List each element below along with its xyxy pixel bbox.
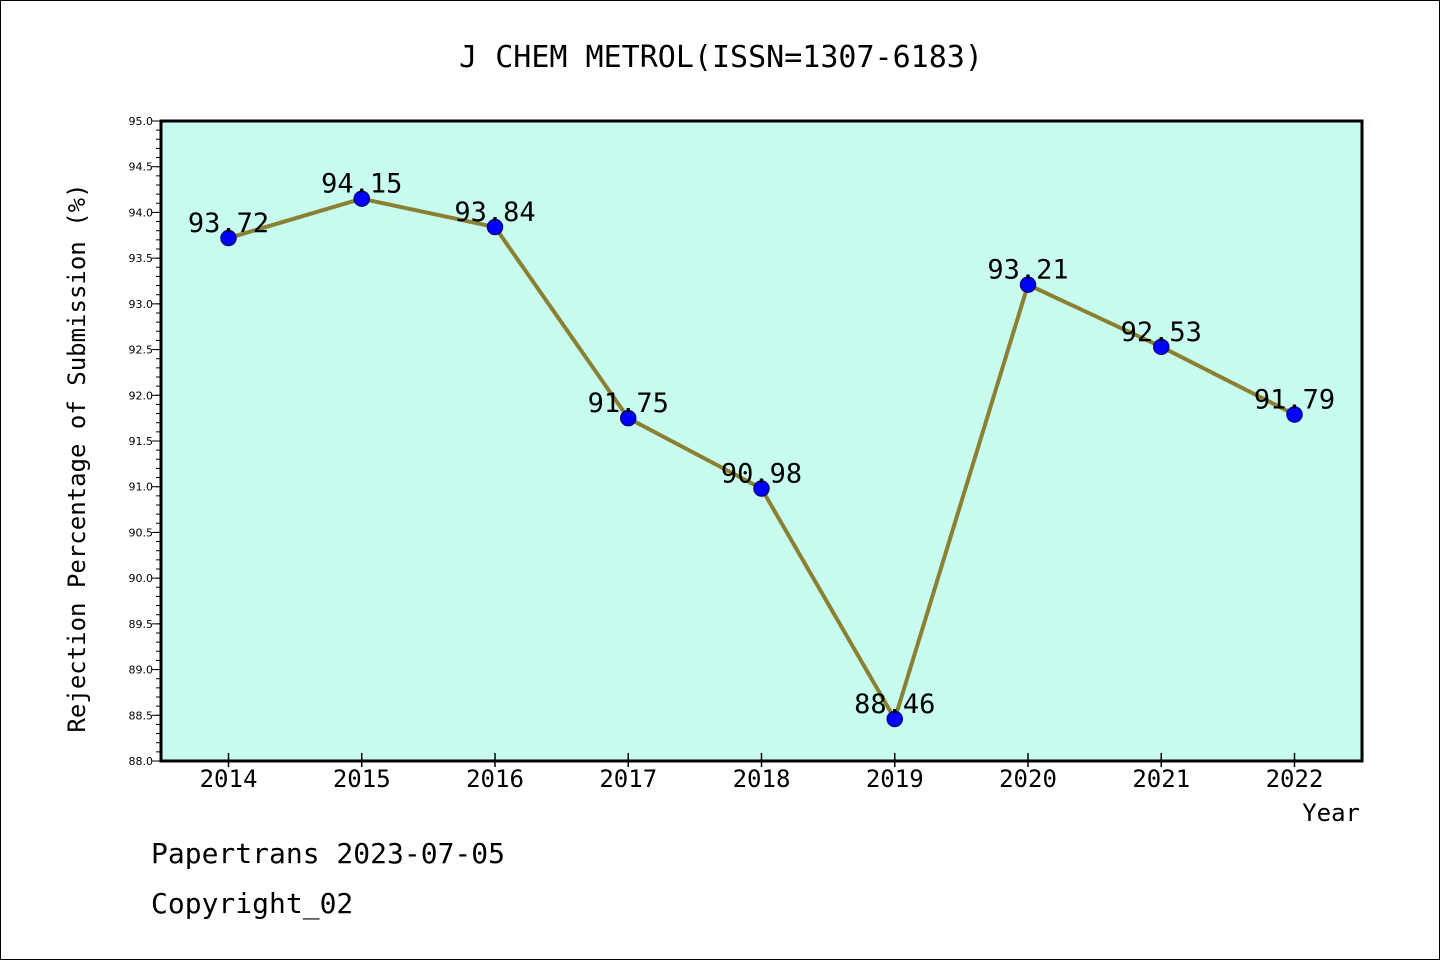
data-label-2014: 93.72	[188, 208, 269, 239]
data-point-2020	[1019, 276, 1037, 293]
x-tick-label: 2017	[599, 765, 657, 793]
data-point-2015	[353, 190, 370, 207]
data-point-2018	[753, 480, 770, 497]
y-tick-label: 91.5	[129, 435, 154, 448]
y-tick-label: 89.0	[129, 664, 154, 677]
data-point-2022	[1286, 406, 1303, 423]
x-tick-label: 2018	[733, 765, 791, 793]
y-tick-label: 93.0	[129, 298, 154, 311]
x-tick-label: 2022	[1266, 765, 1324, 793]
y-tick-label: 88.0	[129, 755, 154, 768]
x-tick-label: 2014	[200, 765, 258, 793]
data-labels: 93.72 94.15 93.84 91.75 90.98 88.46 93.21 92.53…	[188, 169, 1335, 720]
plot-area	[161, 121, 1362, 761]
y-tick-label: 89.5	[129, 618, 154, 631]
data-label-2016: 93.84	[454, 197, 535, 228]
y-tick-label: 94.0	[129, 206, 154, 219]
data-label-2018: 90.98	[721, 459, 802, 490]
data-label-2022: 91.79	[1254, 384, 1335, 415]
x-axis: 2014 2015 2016 2017 2018 2019 2020 2021 2022	[200, 753, 1324, 793]
y-tick-label: 92.5	[129, 344, 154, 357]
y-tick-label: 90.0	[129, 572, 154, 585]
plot-border	[159, 119, 1364, 763]
y-tick-label: 91.0	[129, 481, 154, 494]
footer-copyright: Copyright_02	[151, 887, 354, 920]
x-axis-label: Year	[1302, 799, 1360, 827]
data-point-2017	[620, 409, 637, 427]
data-label-2021: 92.53	[1121, 317, 1202, 348]
y-axis: 88.0 88.5 89.0 89.5 90.0 90.5 91.0 91.5 92.0 92.5…	[129, 115, 161, 768]
data-label-2019: 88.46	[854, 689, 935, 720]
y-tick-label: 88.5	[129, 709, 154, 722]
chart-title: J CHEM METROL(ISSN=1307-6183)	[459, 40, 983, 75]
x-tick-label: 2019	[866, 765, 924, 793]
y-axis-label: Rejection Percentage of Submission (%)	[63, 183, 91, 732]
y-tick-label: 93.5	[129, 252, 154, 265]
y-tick-label: 92.0	[129, 389, 154, 402]
series-markers	[220, 190, 1303, 728]
x-tick-label: 2021	[1132, 765, 1190, 793]
data-label-2020: 93.21	[987, 255, 1068, 286]
x-tick-label: 2016	[466, 765, 524, 793]
y-tick-label: 95.0	[129, 115, 154, 128]
footer-publisher-date: Papertrans 2023-07-05	[151, 837, 506, 870]
x-tick-label: 2015	[333, 765, 391, 793]
y-tick-label: 90.5	[129, 526, 154, 539]
data-point-2014	[220, 229, 237, 247]
data-label-2015: 94.15	[321, 169, 402, 200]
data-point-2019	[886, 710, 903, 728]
y-tick-label: 94.5	[129, 161, 154, 174]
data-label-2017: 91.75	[588, 388, 669, 419]
x-tick-label: 2020	[999, 765, 1057, 793]
data-point-2016	[486, 218, 504, 236]
data-point-2021	[1153, 338, 1170, 356]
